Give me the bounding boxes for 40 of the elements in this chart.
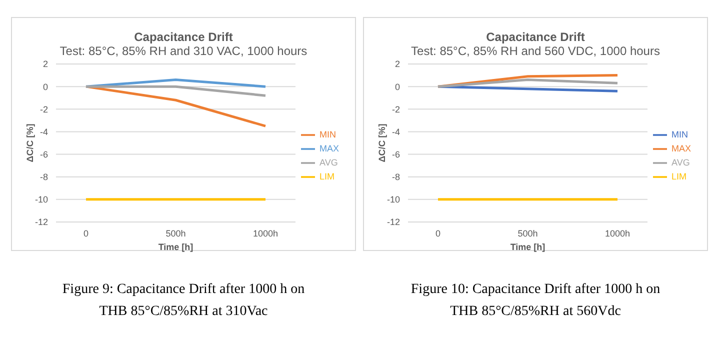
x-axis-title: Time [h] xyxy=(510,242,546,252)
caption: Figure 10: Capacitance Drift after 1000 h on THB 85°C/85%RH at 560Vdc xyxy=(410,281,660,321)
y-tick-label: -6 xyxy=(392,149,400,160)
x-tick-label: 0 xyxy=(83,228,89,238)
legend-label: MAX xyxy=(671,143,691,154)
y-tick-label: -2 xyxy=(40,104,48,114)
legend-label: MIN xyxy=(671,129,688,140)
chart-subtitle: Test: 85°C, 85% RH and 310 VAC, 1000 hours xyxy=(58,44,308,58)
legend-label: AVG xyxy=(319,157,338,168)
x-tick-label: 500h xyxy=(166,228,186,238)
y-axis-title: ΔC/C [%] xyxy=(25,124,36,162)
y-tick-label: -12 xyxy=(386,217,400,228)
y-tick-label: 0 xyxy=(394,82,400,92)
y-tick-label: -6 xyxy=(40,149,48,160)
chart-title: Capacitance Drift xyxy=(133,30,234,44)
y-tick-label: -10 xyxy=(386,194,400,205)
legend-label: LIM xyxy=(671,171,686,182)
y-tick-label: -8 xyxy=(40,172,48,182)
caption: Figure 9: Capacitance Drift after 1000 h on THB 85°C/85%RH at 310Vac xyxy=(61,281,306,321)
x-tick-label: 500h xyxy=(518,228,538,238)
y-axis-title: ΔC/C [%] xyxy=(377,124,388,162)
y-tick-label: -4 xyxy=(40,126,48,137)
legend-label: MAX xyxy=(319,143,339,154)
y-tick-label: -8 xyxy=(392,172,400,182)
chart-subtitle: Test: 85°C, 85% RH and 560 VDC, 1000 hours xyxy=(410,44,661,58)
y-tick-label: -10 xyxy=(34,194,48,205)
x-tick-label: 0 xyxy=(435,228,441,238)
chart-title: Capacitance Drift xyxy=(485,30,586,44)
y-tick-label: 0 xyxy=(42,82,48,92)
y-tick-label: -4 xyxy=(392,126,400,137)
y-tick-label: -12 xyxy=(34,217,48,228)
x-axis-title: Time [h] xyxy=(158,242,194,252)
x-tick-label: 1000h xyxy=(604,228,630,238)
legend-label: LIM xyxy=(319,171,334,182)
y-tick-label: -2 xyxy=(392,104,400,114)
x-tick-label: 1000h xyxy=(252,228,278,238)
y-tick-label: 2 xyxy=(42,59,48,70)
y-tick-label: 2 xyxy=(394,59,400,70)
legend-label: MIN xyxy=(319,129,336,140)
legend-label: AVG xyxy=(671,157,690,168)
